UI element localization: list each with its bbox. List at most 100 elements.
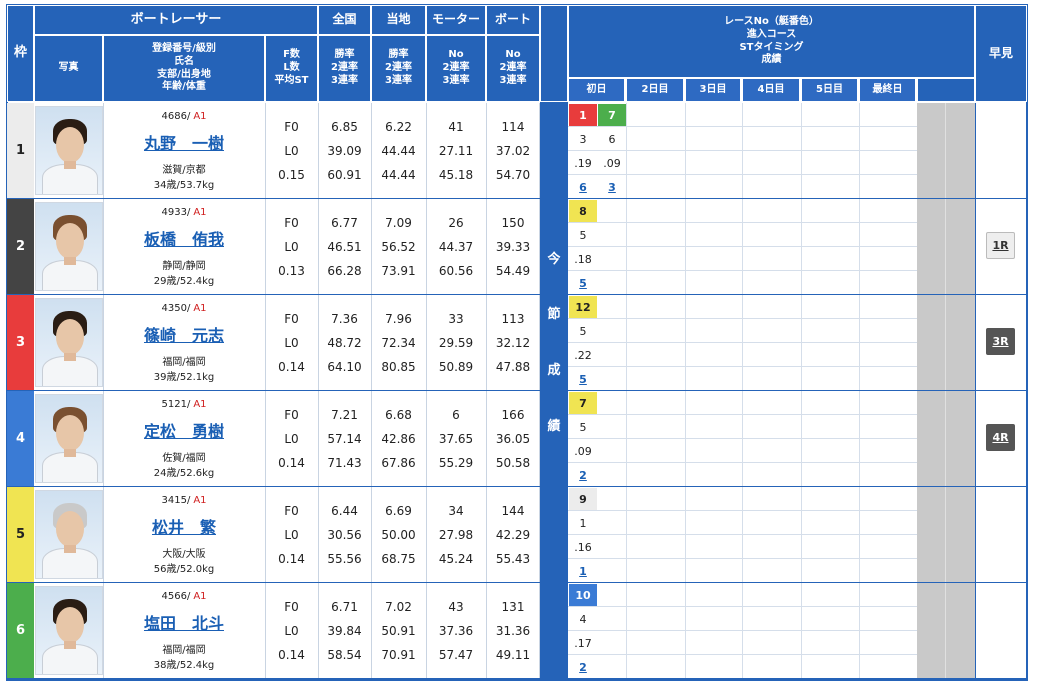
boat-stat: 150 [501, 216, 525, 230]
column-divider [486, 391, 487, 486]
racer-photo [35, 394, 103, 483]
finish-rank-link[interactable]: 6 [579, 180, 587, 194]
motor-stat: 37.65 [438, 432, 474, 446]
finish-rank-link[interactable]: 5 [579, 276, 587, 290]
motor-stat: 41 [448, 120, 464, 134]
grid-line [742, 199, 743, 294]
motor-stat: 44.37 [438, 240, 474, 254]
local-sub-header: 勝率 2連率 3連率 [371, 35, 426, 102]
local-stat: 6.68 [385, 408, 412, 422]
row-divider [568, 198, 1027, 199]
motor-stat: 29.59 [438, 336, 474, 350]
entry-course: 3 [579, 132, 587, 146]
national-stat: 64.10 [327, 360, 362, 374]
local-stat: 50.00 [381, 528, 416, 542]
grid-line [801, 295, 802, 390]
national-stat: 7.21 [331, 408, 358, 422]
racer-photo [35, 298, 103, 387]
column-divider [426, 583, 427, 678]
grid-line [945, 103, 946, 198]
column-divider [371, 295, 372, 390]
st-timing: .09 [603, 156, 621, 170]
racer-name-link[interactable]: 松井 繁 [151, 518, 216, 537]
racer-name-link[interactable]: 塩田 北斗 [143, 614, 224, 633]
local-header: 当地 [371, 5, 426, 35]
boat-stat: 32.12 [495, 336, 531, 350]
row-divider [568, 678, 1027, 679]
finish-rank-link[interactable]: 5 [579, 372, 587, 386]
flst-value: 0.13 [278, 264, 305, 278]
column-divider [318, 199, 319, 294]
racer-name-link[interactable]: 板橋 侑我 [143, 230, 224, 249]
grid-line [859, 103, 860, 198]
early-race-button[interactable]: 1R [986, 232, 1015, 259]
national-stat: 6.44 [331, 504, 358, 518]
separator: / [186, 494, 191, 506]
local-stat: 44.44 [381, 144, 416, 158]
column-divider [103, 295, 104, 390]
reg-number: 4566 [161, 590, 187, 602]
row-divider [568, 294, 1027, 295]
class-rank: A1 [193, 110, 207, 122]
boat-stat: 166 [501, 408, 525, 422]
finish-rank-link[interactable]: 1 [579, 564, 587, 578]
grid-line [742, 103, 743, 198]
gray-column [917, 295, 945, 390]
local-stat: 73.91 [381, 264, 416, 278]
national-stat: 66.28 [327, 264, 362, 278]
column-divider [975, 199, 976, 294]
motor-stat: 57.47 [438, 648, 474, 662]
local-stat: 80.85 [381, 360, 416, 374]
finish-rank-link[interactable]: 2 [579, 468, 587, 482]
grid-line [626, 583, 627, 678]
grid-line [945, 487, 946, 582]
early-race-button[interactable]: 4R [986, 424, 1015, 451]
racer-neck [64, 257, 76, 265]
racer-name-link[interactable]: 篠崎 元志 [143, 326, 224, 345]
boat-stat: 47.88 [495, 360, 531, 374]
local-stat: 42.86 [381, 432, 416, 446]
race-number: 12 [569, 296, 597, 318]
boat-sub-header: No 2連率 3連率 [486, 35, 540, 102]
reg-info-header: 登録番号/級別 氏名 支部/出身地 年齢/体重 [103, 35, 265, 102]
motor-stat: 45.24 [438, 552, 474, 566]
frame-number: 5 [7, 487, 34, 582]
national-sub-header: 勝率 2連率 3連率 [318, 35, 371, 102]
day-header-5: 5日目 [801, 78, 858, 102]
grid-line [685, 199, 686, 294]
motor-stat: 6 [452, 408, 460, 422]
finish-rank-link[interactable]: 3 [608, 180, 616, 194]
branch-birthplace: 福岡/福岡 [162, 356, 206, 368]
gray-column [917, 199, 945, 294]
reg-number: 4350 [161, 302, 187, 314]
entry-course: 4 [579, 612, 587, 626]
boat-stat: 144 [501, 504, 525, 518]
entry-course: 1 [579, 516, 587, 530]
racer-photo [35, 106, 103, 195]
column-divider [486, 103, 487, 198]
finish-rank-link[interactable]: 2 [579, 660, 587, 674]
boat-stat: 39.33 [495, 240, 531, 254]
session-label-char: 成 [547, 362, 561, 378]
flst-value: F0 [284, 600, 299, 614]
st-timing: .22 [574, 348, 592, 362]
racer-face [56, 511, 84, 547]
local-stat: 67.86 [381, 456, 416, 470]
racer-name-link[interactable]: 丸野 一樹 [143, 134, 224, 153]
racer-name-link[interactable]: 定松 勇樹 [143, 422, 224, 441]
boat-stat: 36.05 [495, 432, 531, 446]
row-divider [7, 486, 540, 487]
gray-column [946, 295, 975, 390]
boat-stat: 42.29 [495, 528, 531, 542]
row-divider [7, 198, 540, 199]
branch-birthplace: 滋賀/京都 [162, 164, 206, 176]
early-race-button[interactable]: 3R [986, 328, 1015, 355]
row-divider [568, 486, 1027, 487]
column-divider [265, 103, 266, 198]
row-divider [7, 678, 540, 679]
racer-neck [64, 353, 76, 361]
racer-photo [35, 202, 103, 291]
flst-value: F0 [284, 312, 299, 326]
motor-stat: 27.98 [438, 528, 474, 542]
st-timing: .18 [574, 252, 592, 266]
